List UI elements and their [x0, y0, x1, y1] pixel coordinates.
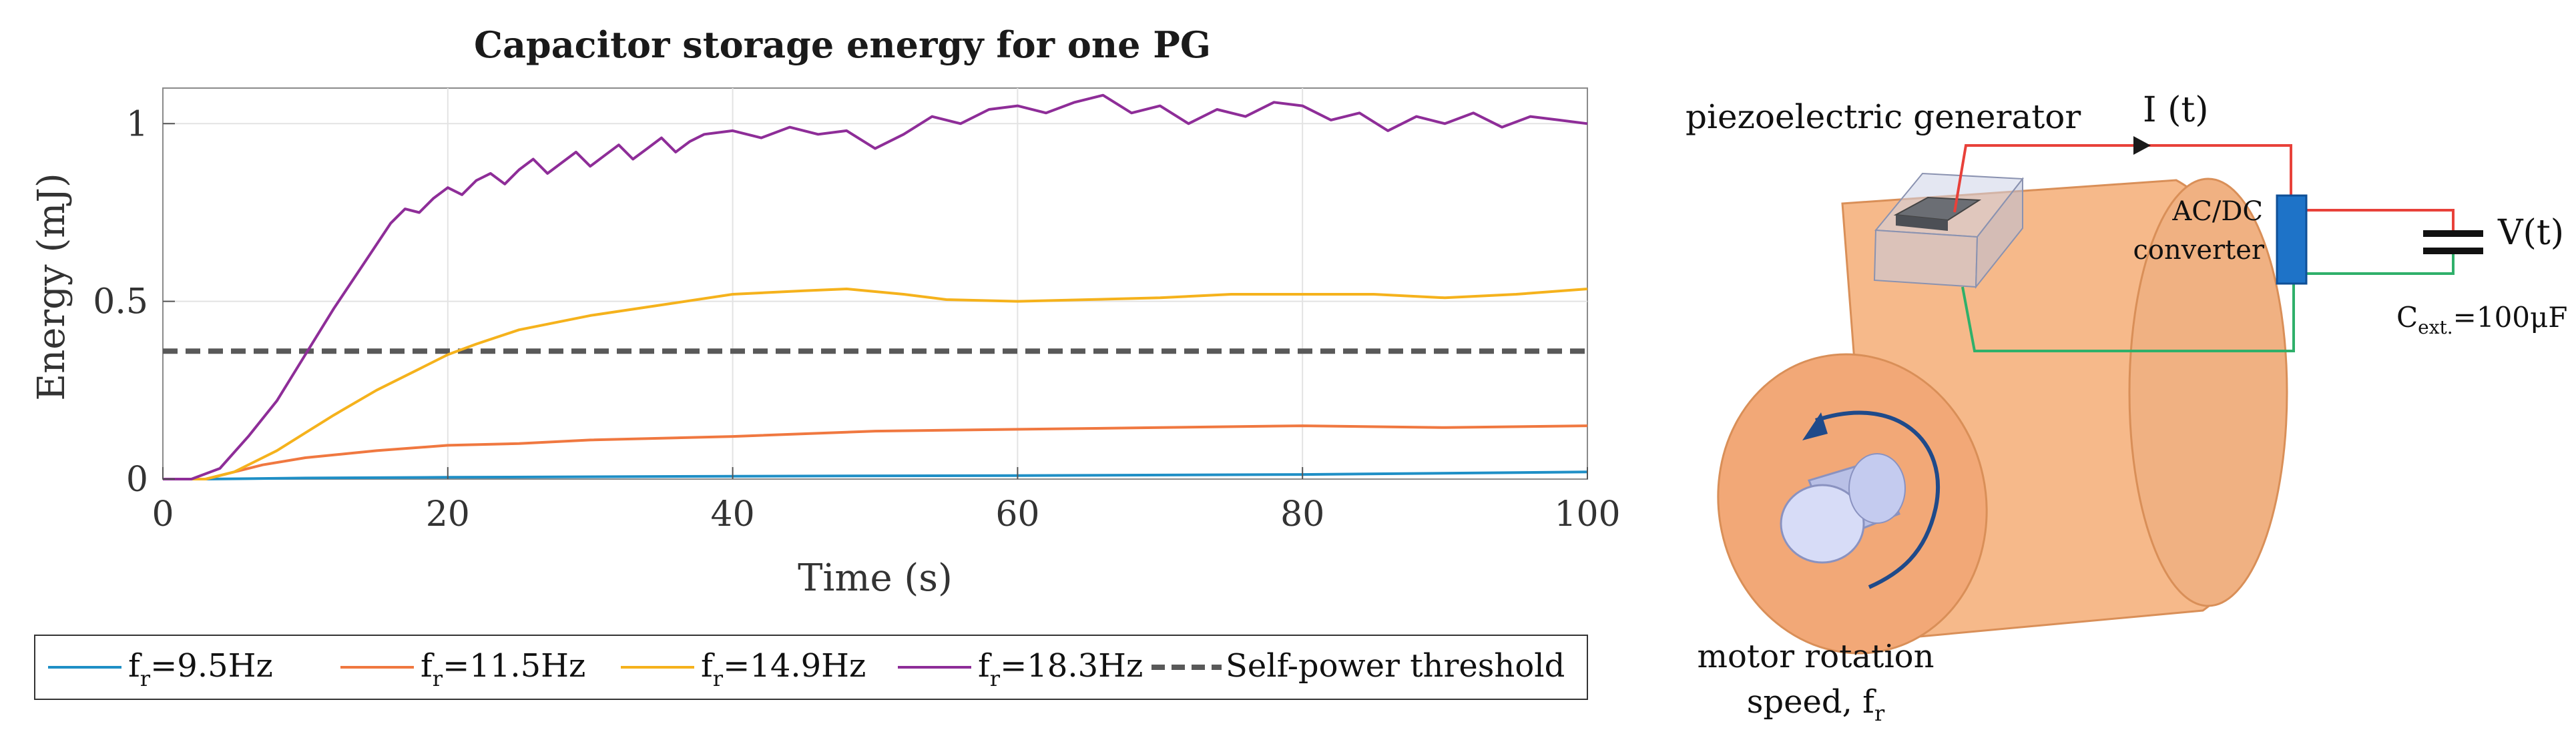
- piezo-element-edge: [1896, 215, 1948, 231]
- series-line-1: [163, 470, 1588, 480]
- rotation-arrow: [1815, 410, 1941, 589]
- legend-label-threshold: Self-power threshold: [1226, 647, 1565, 685]
- x-tick-label: 80: [1280, 494, 1324, 534]
- y-tick-label: 0.5: [93, 282, 148, 322]
- x-axis-ticks: 0 20 40 60 80 100: [152, 467, 1621, 534]
- current-label: I (t): [2143, 90, 2209, 130]
- x-tick-label: 0: [152, 494, 174, 534]
- converter-label-2: converter: [2133, 235, 2264, 266]
- x-tick-label: 100: [1554, 494, 1620, 534]
- voltage-label: V(t): [2497, 213, 2564, 253]
- x-tick-label: 40: [711, 494, 755, 534]
- red-wire-capacitor: [2302, 209, 2455, 230]
- chart-title: Capacitor storage energy for one PG: [474, 23, 1211, 66]
- acdc-converter: [2276, 194, 2308, 285]
- motor-back-edge: [2128, 177, 2288, 607]
- current-arrow: [2133, 136, 2151, 155]
- plot-frame: [162, 87, 1588, 480]
- plot-area: 0 20 40 60 80 100 00.51: [93, 87, 1621, 534]
- red-wire-generator: [1953, 144, 2292, 213]
- series-line-4: [163, 93, 1588, 480]
- capacitance-label: Cext.=100μF: [2396, 301, 2567, 338]
- series-line-2: [163, 424, 1588, 480]
- series-layer: [163, 93, 1588, 480]
- generator-housing-front: [1873, 229, 1979, 288]
- rotation-arrow-head: [1802, 412, 1828, 440]
- grid-lines: [163, 88, 1587, 479]
- generator-label: piezoelectric generator: [1686, 97, 2081, 136]
- legend-label-4: fr=18.3Hz: [978, 647, 1143, 691]
- legend-box: [34, 635, 1588, 700]
- legend-label-1: fr=9.5Hz: [128, 647, 273, 691]
- y-axis-label: Energy (mJ): [30, 173, 73, 400]
- shaft-back: [1848, 453, 1906, 524]
- shaft-end: [1780, 484, 1865, 564]
- motor-label-2: speed, fr: [1747, 683, 1885, 726]
- generator-housing-side: [1975, 177, 2023, 289]
- y-tick-label: 0: [126, 460, 148, 500]
- green-wire-capacitor: [2302, 254, 2455, 275]
- x-axis-label: Time (s): [798, 556, 953, 600]
- green-wire-generator: [1961, 284, 2295, 352]
- series-line-3: [163, 288, 1588, 480]
- x-tick-label: 60: [995, 494, 1039, 534]
- legend-label-2: fr=11.5Hz: [421, 647, 585, 691]
- generator-diagram: piezoelectric generator I (t) AC/DC conv…: [1686, 90, 2567, 726]
- x-tick-label: 20: [426, 494, 470, 534]
- legend: fr=9.5Hz fr=11.5Hz fr=14.9Hz fr=18.3Hz Self-…: [34, 635, 1588, 700]
- legend-label-3: fr=14.9Hz: [701, 647, 866, 691]
- y-tick-label: 1: [126, 104, 148, 144]
- motor-label-1: motor rotation: [1697, 638, 1934, 675]
- converter-label-1: AC/DC: [2171, 196, 2263, 227]
- y-axis-ticks: 00.51: [93, 104, 175, 500]
